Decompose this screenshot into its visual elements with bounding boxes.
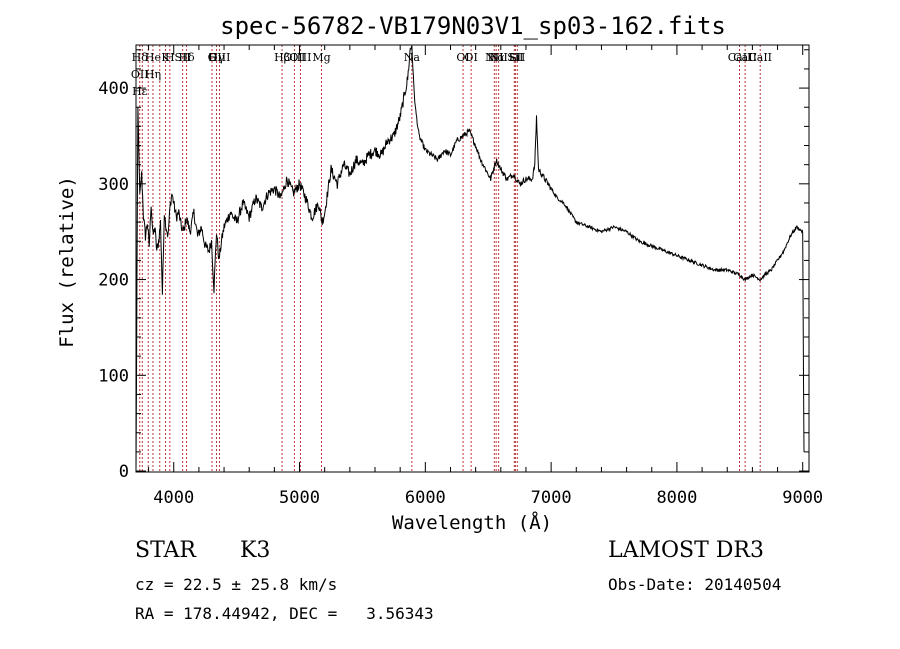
spectral-line-label: OIII <box>289 51 311 64</box>
spectral-line-label: G <box>208 51 217 64</box>
y-axis-label: Flux (relative) <box>56 176 78 348</box>
spectral-line-label: NII <box>485 51 503 64</box>
x-tick-label: 5000 <box>279 488 320 508</box>
spectral-line-label: K <box>161 51 170 64</box>
x-tick-label: 7000 <box>531 488 572 508</box>
spectral-line-label: Hε <box>132 85 148 98</box>
spectral-line-label: SII <box>175 51 191 64</box>
x-tick-label: 4000 <box>153 488 194 508</box>
y-axis-ticks: 0 100 200 300 400 <box>98 49 809 482</box>
x-tick-label: 6000 <box>405 488 446 508</box>
y-tick-label: 300 <box>98 175 129 195</box>
y-tick-label: 100 <box>98 366 129 386</box>
x-tick-label: 8000 <box>656 488 697 508</box>
spectral-line-label: Hβ <box>274 51 290 64</box>
chart-title: spec-56782-VB179N03V1_sp03-162.fits <box>220 12 726 40</box>
y-tick-label: 400 <box>98 79 129 99</box>
spectral-line-label: SII <box>507 51 523 64</box>
y-tick-label: 200 <box>98 271 129 291</box>
spectral-line-label: OI <box>456 51 469 64</box>
x-axis-label: Wavelength (Å) <box>392 511 552 534</box>
y-tick-label: 0 <box>119 462 129 482</box>
spectral-line-label: CaII <box>728 51 752 64</box>
object-subclass: K3 <box>240 538 271 563</box>
spectral-line-markers <box>139 45 761 472</box>
spectral-line-label: OI <box>464 51 477 64</box>
redshift-text: cz = 22.5 ± 25.8 km/s <box>135 575 338 594</box>
spectral-line-label: Hη <box>145 68 161 81</box>
spectral-line-label: CaII <box>733 51 757 64</box>
spectrum-series-line <box>135 45 805 472</box>
spectral-line-label: He <box>145 51 161 64</box>
object-class: STAR <box>135 538 196 563</box>
spectral-line-label: Hγ <box>208 51 225 64</box>
obs-date-text: Obs-Date: 20140504 <box>608 575 782 594</box>
spectral-line-label: Li <box>509 51 520 64</box>
spectral-line-label: SII <box>509 51 525 64</box>
spectral-line-label: OII <box>131 68 149 81</box>
spectral-line-label: Mg <box>312 51 330 64</box>
spectral-line-label: Hα <box>488 51 506 64</box>
x-tick-label: 9000 <box>782 488 823 508</box>
survey-name: LAMOST DR3 <box>608 538 764 563</box>
spectral-line-label: NII <box>490 51 508 64</box>
x-axis-ticks: 4000 5000 6000 7000 8000 9000 <box>148 45 823 508</box>
coordinates-text: RA = 178.44942, DEC = 3.56343 <box>135 604 434 623</box>
spectral-line-label: CaII <box>748 51 772 64</box>
plot-frame <box>135 44 810 473</box>
spectral-line-label: H <box>165 51 175 64</box>
spectral-line-label: Hδ <box>178 51 195 64</box>
spectral-line-label: OIII <box>208 51 230 64</box>
